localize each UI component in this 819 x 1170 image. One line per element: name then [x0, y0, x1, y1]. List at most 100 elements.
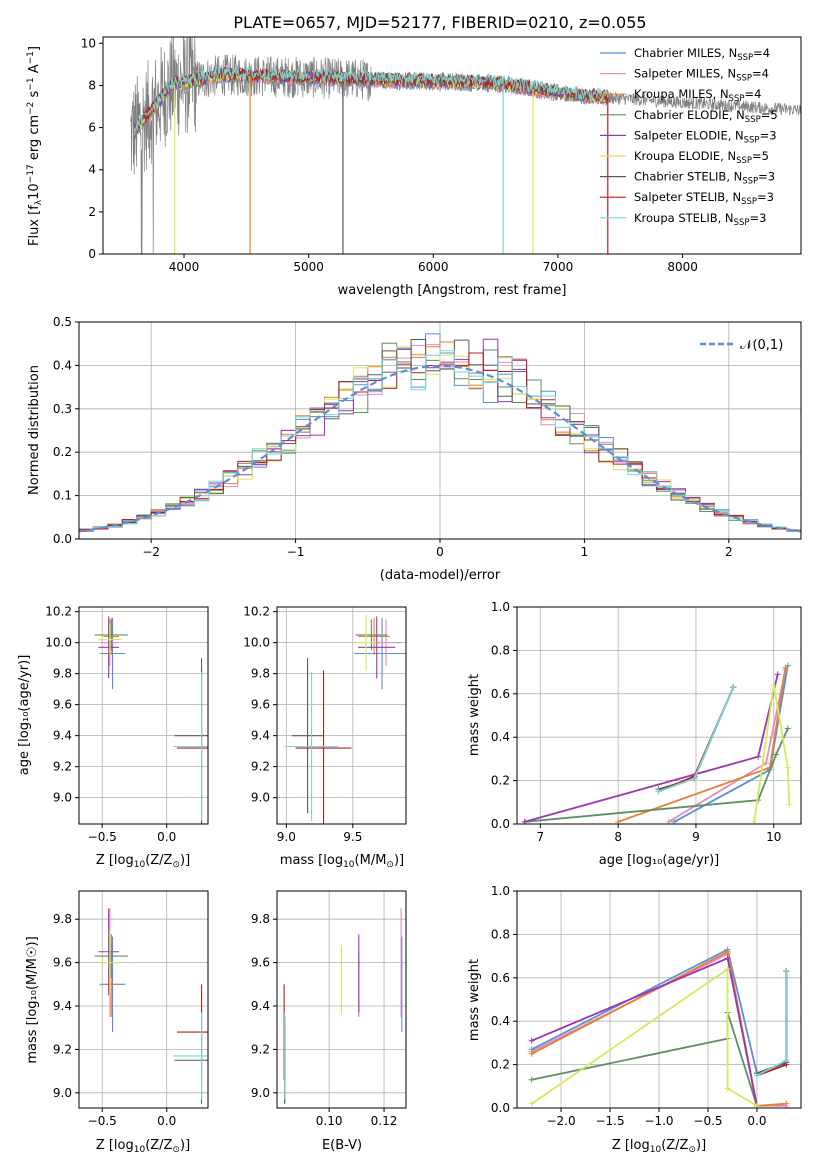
spectrum-panel: 4000 5000 6000 7000 8000 0 2 4 6 8 10 wavelength [… — [26, 36, 802, 298]
mass-weight-vs-z-ylabel: mass weight — [467, 959, 482, 1041]
residuals-ytick-label: 0.2 — [53, 445, 72, 459]
mass-vs-z-ylabel: mass [log₁₀(M/M☉)] — [25, 936, 40, 1063]
mass-vs-z-xtick-label: −0.5 — [88, 1114, 117, 1128]
spectrum-ylabel: Flux [fλ10−17 erg cm−2 s−1 A−1] — [26, 46, 44, 246]
age-vs-mass-ytick-label: 9.8 — [251, 667, 270, 681]
mass-weight-vs-z-ytick-label: 0.4 — [491, 1014, 510, 1028]
spectrum-xtick-label: 6000 — [418, 260, 449, 274]
age-vs-z-panel: −0.5 0.0 9.0 9.2 9.4 9.6 9.8 10.0 10.2 Z [log10(… — [17, 605, 209, 870]
mass-weight-vs-z-xlabel-post: (Z/Z — [661, 1138, 688, 1153]
age-vs-mass-xtick-label: 9.0 — [277, 830, 296, 844]
mass-vs-z-ytick-label: 9.8 — [53, 912, 72, 926]
age-vs-z-ytick-label: 9.4 — [53, 729, 72, 743]
age-vs-mass-xlabel-sub: 10 — [343, 860, 355, 870]
model-spectrum-kroupa-stelib — [133, 66, 609, 134]
figure-title: PLATE=0657, MJD=52177, FIBERID=0210, z=0… — [233, 13, 646, 32]
mass-weight-vs-z-marker-kroupa-miles — [528, 1050, 535, 1057]
legend-label-salpeter-stelib: Salpeter STELIB, NSSP=3 — [634, 190, 774, 207]
mass-weight-vs-age-ytick-label: 0.4 — [491, 730, 510, 744]
mass-weight-vs-z-line-salpeter-stelib — [756, 971, 788, 1077]
mass-vs-z-xlabel: Z [log10(Z/Z⊙)] — [96, 1138, 190, 1155]
spectrum-xtick-label: 4000 — [169, 260, 200, 274]
mass-weight-vs-z-marker-kroupa-stelib — [783, 968, 790, 975]
age-vs-z-xlabel-sub: 10 — [134, 860, 146, 870]
spectrum-axes-frame — [102, 36, 802, 255]
spectrum-legend: Chabrier MILES, NSSP=4 Salpeter MILES, NS… — [600, 46, 778, 228]
mass-vs-ebv-axes-frame — [276, 890, 407, 1109]
residuals-ytick-label: 0.5 — [53, 315, 72, 329]
residuals-xtick-label: 0 — [436, 545, 444, 559]
age-vs-z-xlabel: Z [log10(Z/Z⊙)] — [96, 853, 190, 870]
age-vs-z-ytick-label: 10.0 — [45, 636, 72, 650]
mass-weight-vs-age-ytick-label: 0.2 — [491, 774, 510, 788]
age-vs-z-xlabel-end: )] — [180, 853, 190, 868]
mass-vs-ebv-ytick-label: 9.0 — [251, 1086, 270, 1100]
mass-vs-ebv-xlabel: E(B-V) — [322, 1138, 362, 1153]
residuals-xtick-label: 1 — [581, 545, 589, 559]
residuals-panel: −2 −1 0 1 2 0.0 0.1 0.2 0.3 0.4 0.5 (data-model)/e… — [27, 315, 802, 583]
spectrum-ytick-label: 0 — [88, 247, 96, 261]
mass-weight-vs-age-panel: 7 8 9 10 0.0 0.2 0.4 0.6 0.8 1.0 age [log₁₀(age/y… — [467, 600, 802, 868]
mass-weight-vs-z-marker-kroupa-elodie — [724, 1085, 731, 1092]
mass-weight-vs-age-marker-kroupa-elodie — [786, 801, 793, 808]
mass-weight-vs-age-line-salpeter-miles — [668, 669, 787, 823]
age-vs-mass-ytick-label: 9.6 — [251, 698, 270, 712]
mass-weight-vs-z-marker-kroupa-miles — [783, 1100, 790, 1107]
mass-weight-vs-z-marker-salpeter-elodie — [724, 955, 731, 962]
mass-vs-z-ytick-label: 9.2 — [53, 1042, 72, 1056]
mass-weight-vs-z-xlabel-pre: Z [log — [612, 1138, 650, 1153]
residuals-xtick-label: 2 — [725, 545, 733, 559]
age-vs-z-ytick-label: 9.0 — [53, 791, 72, 805]
legend-label-chabrier-elodie: Chabrier ELODIE, NSSP=5 — [634, 108, 778, 125]
mass-vs-z-xlabel-end: )] — [180, 1138, 190, 1153]
mass-weight-vs-age-marker-kroupa-miles — [782, 664, 789, 671]
mass-vs-z-xlabel-sub: 10 — [134, 1145, 146, 1155]
residuals-ytick-label: 0.1 — [53, 489, 72, 503]
mass-weight-vs-age-xtick-label: 8 — [614, 830, 622, 844]
mass-weight-vs-age-xtick-label: 9 — [692, 830, 700, 844]
mass-weight-vs-z-marker-kroupa-elodie — [528, 1100, 535, 1107]
mass-weight-vs-z-xtick-label: −1.0 — [644, 1114, 673, 1128]
mass-weight-vs-z-xtick-label: 0.0 — [747, 1114, 766, 1128]
spectrum-xtick-label: 8000 — [667, 260, 698, 274]
legend-label-salpeter-elodie: Salpeter ELODIE, NSSP=3 — [634, 128, 777, 145]
mass-vs-z-axes-frame — [78, 890, 209, 1109]
mass-vs-z-ytick-label: 9.4 — [53, 999, 72, 1013]
mass-weight-vs-z-ytick-label: 0.8 — [491, 927, 510, 941]
age-vs-mass-xlabel-post: (M/M — [355, 853, 387, 868]
mass-vs-z-xlabel-post: (Z/Z — [145, 1138, 172, 1153]
mass-vs-z-panel: −0.5 0.0 9.0 9.2 9.4 9.6 9.8 Z [log10(Z/Z⊙)] m… — [25, 890, 209, 1155]
mass-weight-vs-age-xlabel: age [log₁₀(age/yr)] — [599, 853, 720, 868]
age-vs-z-ylabel: age [log₁₀(age/yr)] — [17, 655, 32, 776]
spectrum-ytick-label: 6 — [88, 121, 96, 135]
age-vs-z-axes-frame — [78, 606, 209, 825]
spectrum-ytick-label: 10 — [81, 36, 96, 50]
age-vs-mass-axes-frame — [276, 606, 407, 825]
mass-vs-ebv-ytick-label: 9.4 — [251, 999, 270, 1013]
legend-label-chabrier-miles: Chabrier MILES, NSSP=4 — [634, 46, 770, 63]
mass-weight-vs-age-marker-kroupa-elodie — [784, 764, 791, 771]
mass-weight-vs-age-marker-chabrier-elodie — [773, 751, 780, 758]
age-vs-mass-xlabel: mass [log10(M/M⊙)] — [280, 853, 404, 870]
age-vs-mass-panel: 9.0 9.5 9.0 9.2 9.4 9.6 9.8 10.0 10.2 mass [log1… — [243, 605, 407, 870]
mass-weight-vs-age-line-salpeter-elodie — [524, 674, 779, 823]
mass-weight-vs-z-xlabel-sub: 10 — [650, 1145, 662, 1155]
mass-weight-vs-age-marker-salpeter-elodie — [774, 671, 781, 678]
residuals-ylabel: Normed distribution — [27, 365, 42, 495]
residuals-ytick-label: 0.0 — [53, 532, 72, 546]
mass-weight-vs-age-marker-kroupa-stelib — [655, 788, 662, 795]
mass-vs-z-xlabel-pre: Z [log — [96, 1138, 134, 1153]
spectrum-xtick-label: 5000 — [293, 260, 324, 274]
mass-weight-vs-z-marker-salpeter-elodie — [528, 1037, 535, 1044]
mass-vs-z-ytick-label: 9.0 — [53, 1086, 72, 1100]
mass-weight-vs-z-xlabel: Z [log10(Z/Z⊙)] — [612, 1138, 706, 1155]
age-vs-mass-ytick-label: 10.0 — [243, 636, 270, 650]
age-vs-z-xlabel-post: (Z/Z — [145, 853, 172, 868]
mass-weight-vs-z-ytick-label: 0.6 — [491, 971, 510, 985]
legend-label-chabrier-stelib: Chabrier STELIB, NSSP=3 — [634, 170, 775, 187]
age-vs-z-ytick-label: 9.8 — [53, 667, 72, 681]
age-vs-z-ytick-label: 9.6 — [53, 698, 72, 712]
mass-weight-vs-age-marker-salpeter-elodie — [755, 753, 762, 760]
spectrum-ytick-label: 8 — [88, 78, 96, 92]
